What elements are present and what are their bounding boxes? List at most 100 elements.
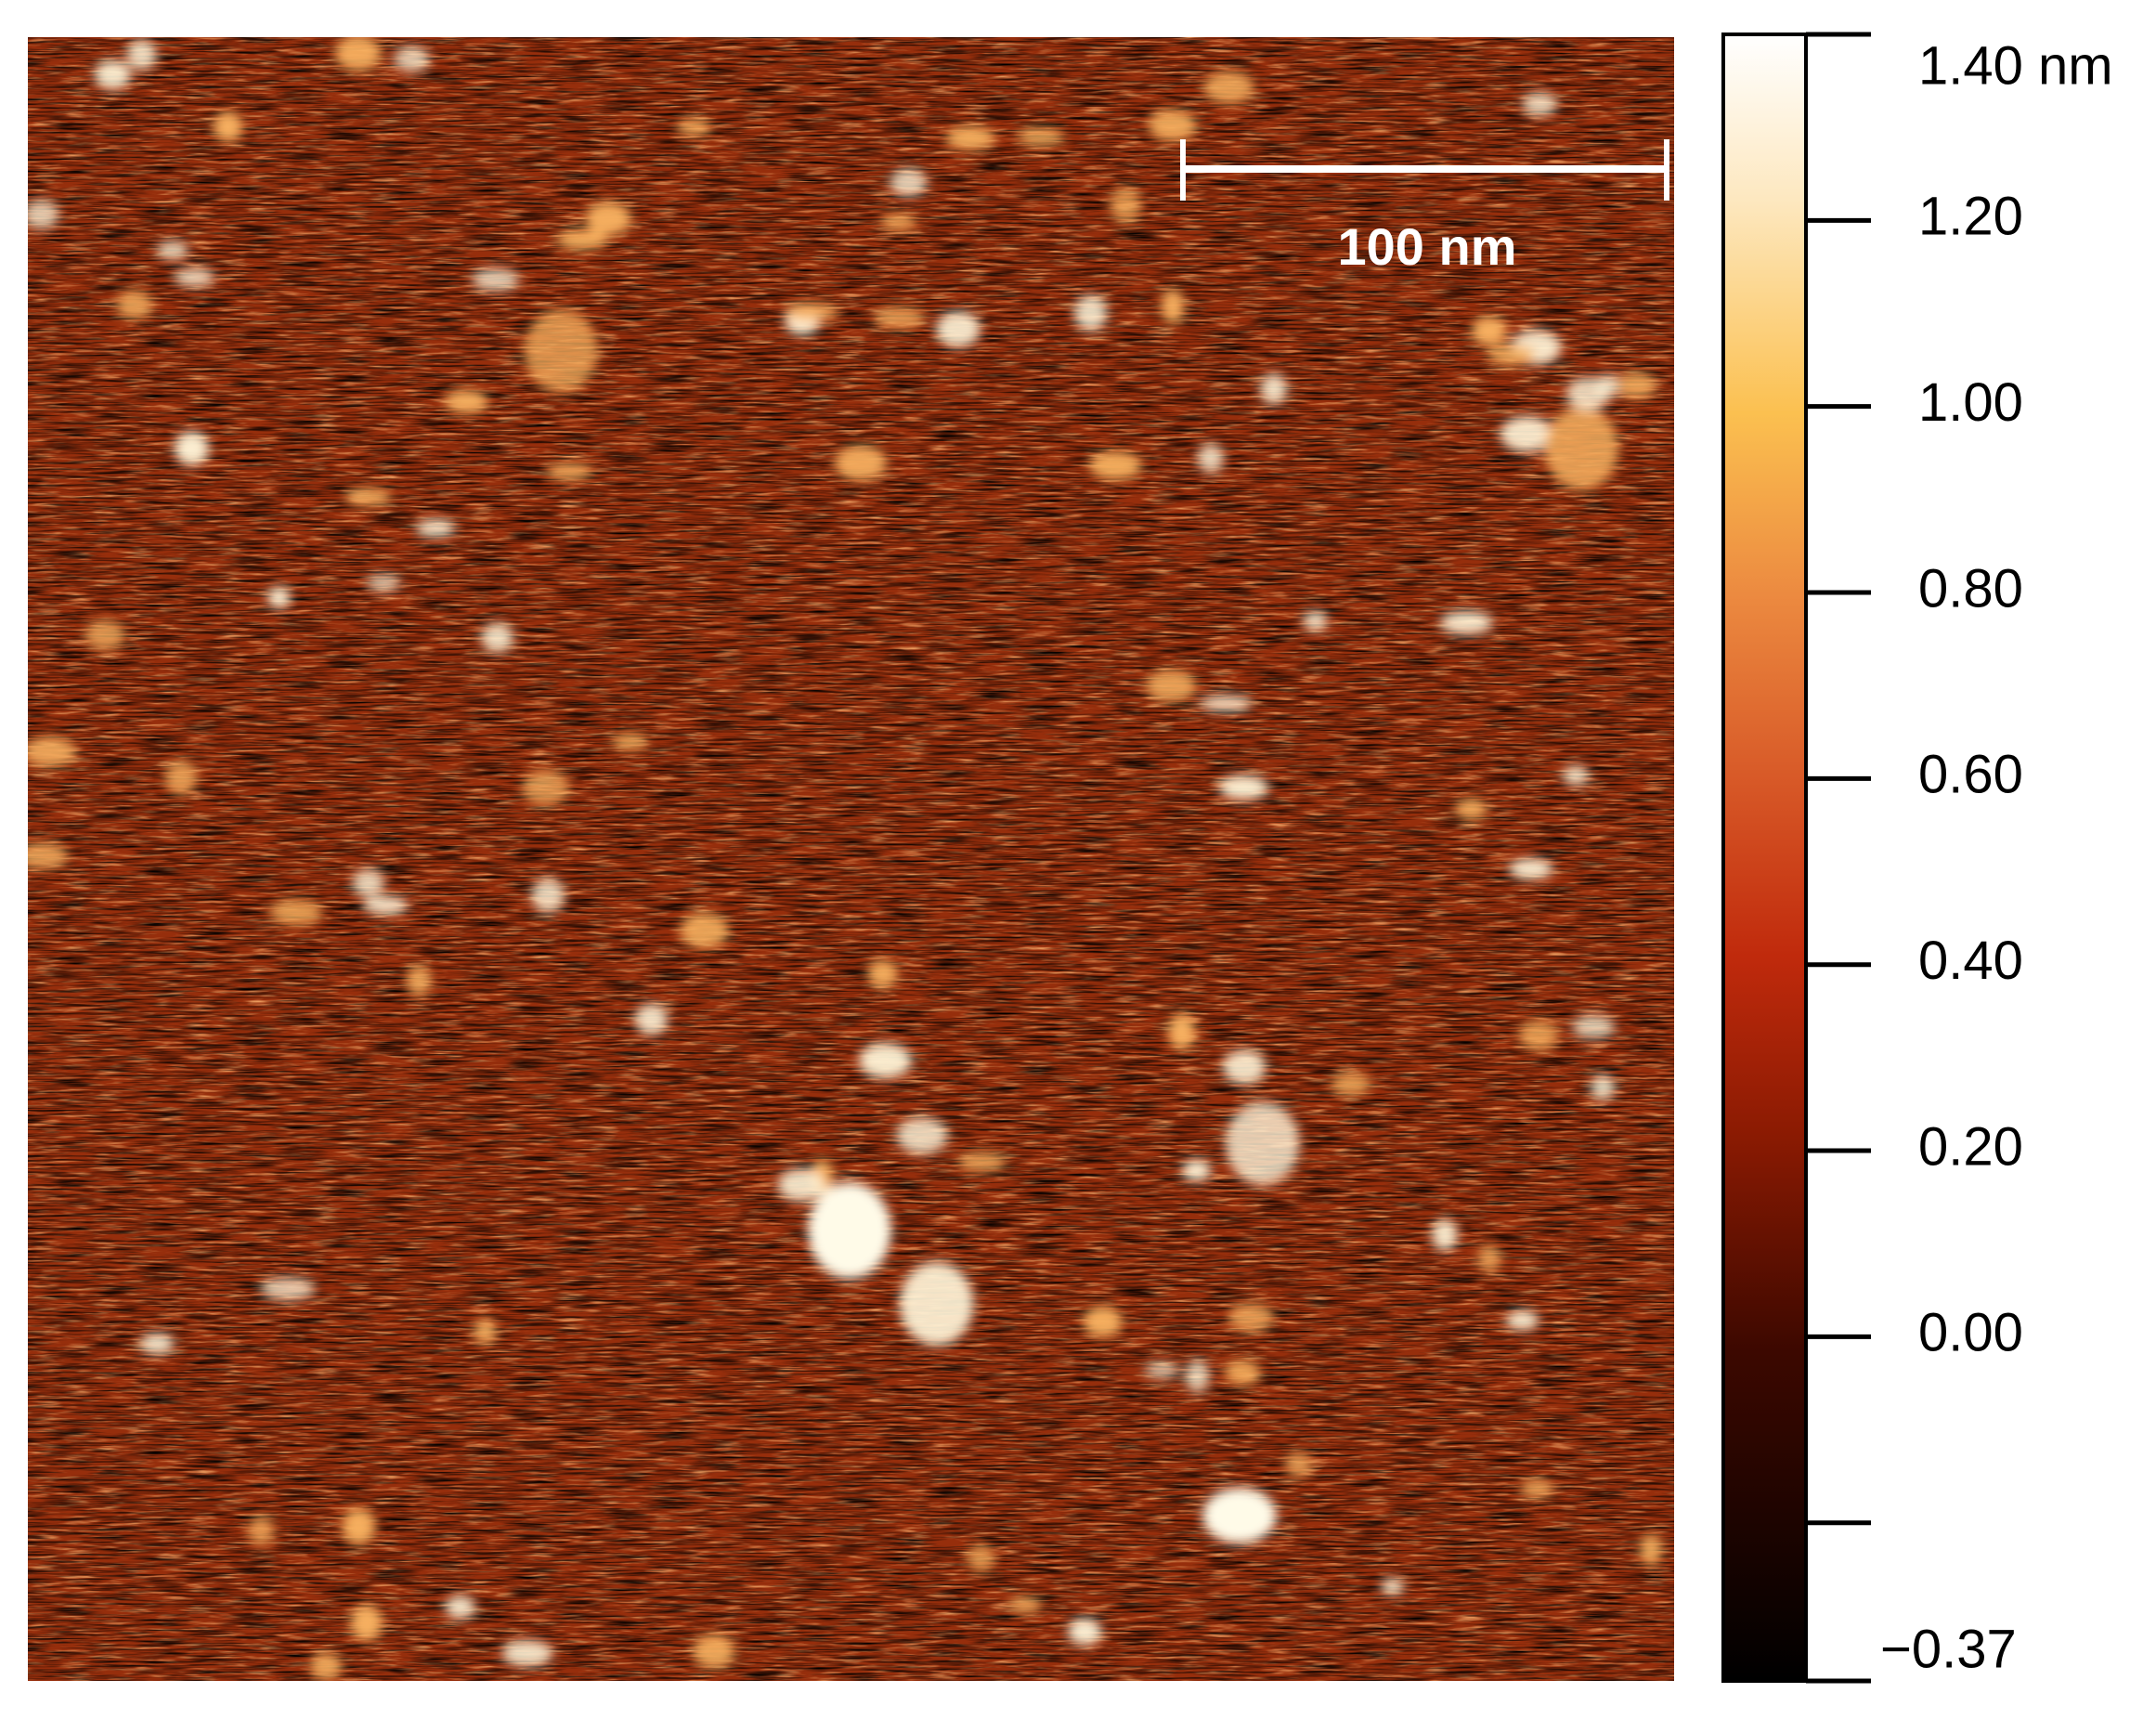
particle bbox=[1505, 1310, 1539, 1330]
particle bbox=[957, 1152, 1007, 1172]
particle bbox=[481, 623, 514, 653]
particle bbox=[139, 1333, 175, 1355]
particle bbox=[1572, 1015, 1616, 1039]
particle bbox=[1148, 110, 1197, 141]
particle bbox=[1518, 1020, 1559, 1051]
particle bbox=[524, 308, 599, 393]
particle bbox=[634, 1003, 669, 1035]
particle bbox=[1380, 1579, 1405, 1595]
particle bbox=[1110, 187, 1141, 223]
scale-bar: 100 nm bbox=[1180, 139, 1669, 276]
particle bbox=[521, 770, 570, 806]
particle bbox=[896, 1117, 948, 1154]
colorbar-tick-label: 1.20 bbox=[1918, 187, 2023, 247]
particle bbox=[165, 760, 198, 796]
particle bbox=[784, 303, 839, 321]
particle bbox=[1144, 1362, 1180, 1378]
particle bbox=[1200, 696, 1253, 711]
particle bbox=[406, 965, 432, 996]
particle bbox=[473, 1319, 498, 1345]
particle bbox=[676, 119, 712, 137]
particle bbox=[1007, 1597, 1043, 1613]
particle bbox=[899, 1261, 974, 1346]
particle bbox=[1197, 444, 1224, 474]
particle bbox=[269, 899, 322, 926]
scale-bar-label: 100 nm bbox=[1338, 217, 1517, 276]
particle bbox=[945, 126, 996, 150]
colorbar-tick-label: 0.20 bbox=[1918, 1116, 2023, 1177]
particle bbox=[1260, 373, 1288, 405]
particle bbox=[126, 39, 157, 71]
particle bbox=[1522, 92, 1558, 116]
particle bbox=[248, 1515, 275, 1546]
particle bbox=[115, 290, 153, 319]
particle bbox=[680, 912, 730, 949]
particle bbox=[808, 1182, 891, 1279]
particle bbox=[1562, 765, 1590, 787]
particles bbox=[28, 37, 1663, 1680]
particle bbox=[1073, 294, 1108, 332]
particle bbox=[1088, 451, 1142, 480]
particle bbox=[1439, 610, 1493, 635]
particle bbox=[936, 311, 981, 347]
particle bbox=[874, 306, 925, 329]
colorbar-tick-label: 0.00 bbox=[1918, 1303, 2023, 1363]
particle bbox=[415, 519, 456, 538]
particle bbox=[889, 168, 928, 197]
particle bbox=[1500, 416, 1553, 452]
particle bbox=[1181, 1159, 1212, 1182]
particle bbox=[1471, 316, 1508, 346]
particle bbox=[309, 1653, 343, 1680]
particle bbox=[366, 574, 401, 592]
particle bbox=[880, 214, 917, 231]
particle bbox=[1202, 1488, 1277, 1543]
particle bbox=[1222, 1049, 1266, 1085]
particle bbox=[1145, 670, 1197, 702]
particle bbox=[84, 619, 125, 651]
colorbar-tick-label: 1.00 bbox=[1918, 372, 2023, 433]
particle bbox=[1477, 1244, 1501, 1273]
particle bbox=[174, 431, 210, 465]
particle bbox=[213, 111, 243, 142]
particle bbox=[350, 1604, 383, 1641]
particle bbox=[1565, 377, 1611, 410]
particle bbox=[1224, 1360, 1261, 1386]
colorbar-tick-label: −0.37 bbox=[1880, 1619, 2017, 1679]
particle bbox=[1218, 775, 1269, 800]
particle bbox=[546, 462, 593, 480]
particle bbox=[1520, 1479, 1554, 1498]
particle bbox=[1508, 859, 1554, 879]
particle bbox=[1303, 611, 1328, 631]
particle bbox=[556, 229, 607, 250]
particle bbox=[1067, 1618, 1102, 1646]
particle bbox=[967, 1543, 995, 1572]
afm-image bbox=[28, 37, 1674, 1681]
particle bbox=[777, 1168, 825, 1202]
particle bbox=[1203, 71, 1255, 104]
colorbar-tick-label: 0.80 bbox=[1918, 558, 2023, 619]
particle bbox=[393, 46, 431, 72]
particle bbox=[1544, 406, 1619, 490]
image-texture bbox=[28, 37, 1674, 1681]
particle bbox=[94, 60, 132, 90]
particle bbox=[858, 1043, 913, 1078]
particle bbox=[531, 878, 565, 913]
particle bbox=[1639, 1533, 1663, 1567]
particle bbox=[1331, 1073, 1371, 1096]
colorbar-tick-label: 0.40 bbox=[1918, 931, 2023, 991]
particle bbox=[1590, 1074, 1616, 1100]
particle bbox=[472, 268, 520, 292]
particle bbox=[344, 488, 392, 505]
particle bbox=[28, 842, 69, 869]
particle bbox=[266, 587, 292, 608]
particle bbox=[260, 1277, 316, 1300]
particle bbox=[28, 200, 59, 229]
particle bbox=[334, 37, 382, 72]
colorbar-tick-label: 1.40 nm bbox=[1918, 35, 2113, 96]
particle bbox=[693, 1634, 735, 1669]
particle bbox=[1431, 1219, 1459, 1251]
particle bbox=[444, 390, 489, 413]
particle bbox=[1227, 1303, 1275, 1333]
particle bbox=[834, 445, 888, 481]
